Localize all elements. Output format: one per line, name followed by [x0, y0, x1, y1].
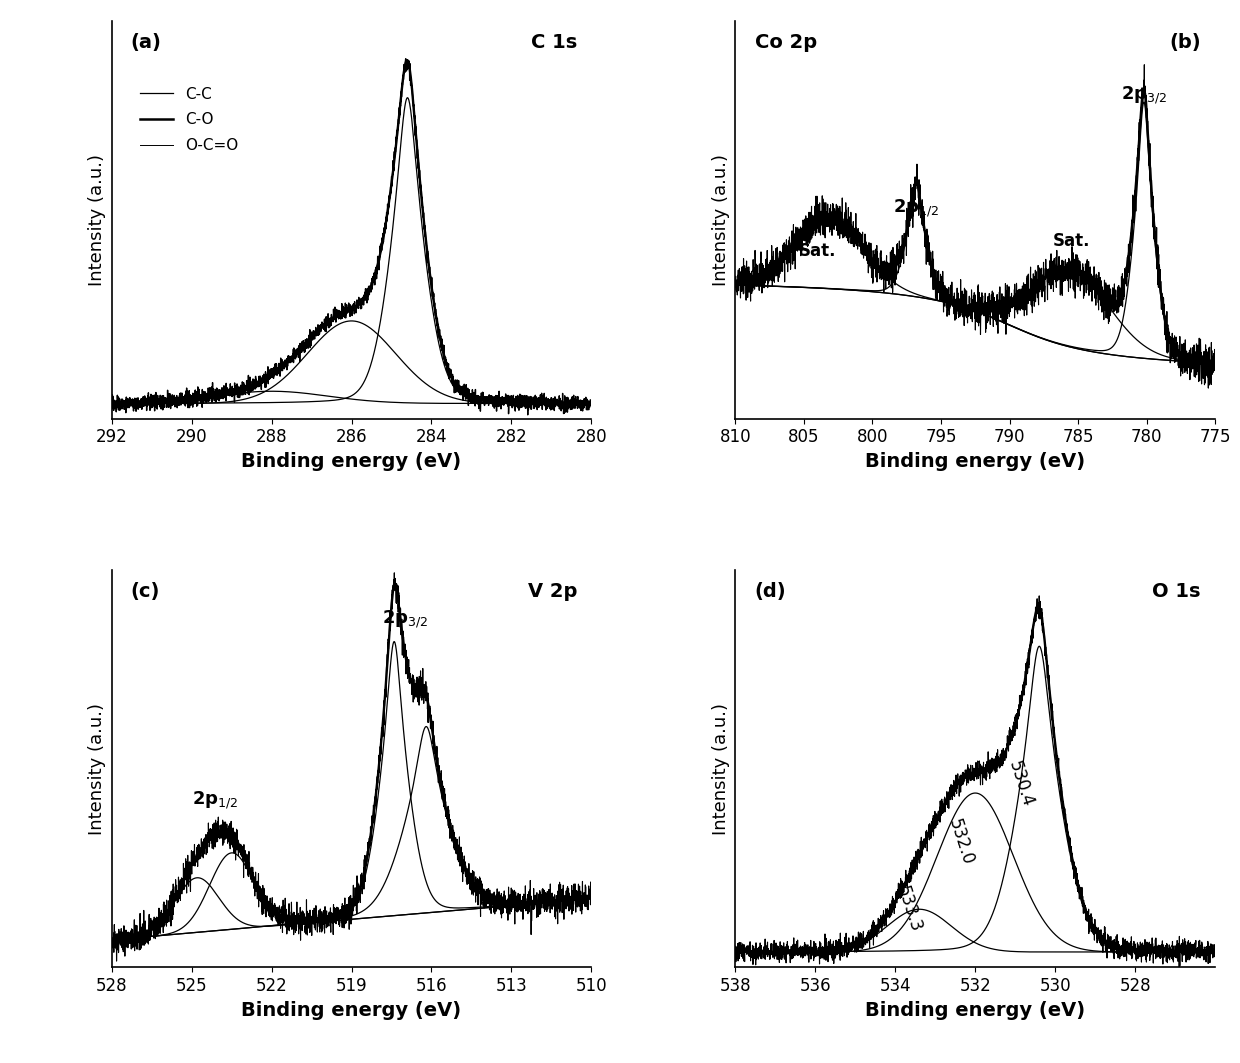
X-axis label: Binding energy (eV): Binding energy (eV) [242, 452, 461, 471]
Text: C 1s: C 1s [531, 33, 577, 52]
X-axis label: Binding energy (eV): Binding energy (eV) [866, 452, 1085, 471]
Y-axis label: Intensity (a.u.): Intensity (a.u.) [88, 154, 107, 286]
Legend: C-C, C-O, O-C=O: C-C, C-O, O-C=O [134, 81, 246, 159]
Text: 2p$_{3/2}$: 2p$_{3/2}$ [382, 608, 428, 630]
Text: 2p$_{1/2}$: 2p$_{1/2}$ [893, 197, 940, 219]
Text: (c): (c) [130, 581, 160, 601]
X-axis label: Binding energy (eV): Binding energy (eV) [242, 1000, 461, 1019]
Text: V 2p: V 2p [528, 581, 577, 601]
Y-axis label: Intensity (a.u.): Intensity (a.u.) [712, 703, 730, 834]
Text: Sat.: Sat. [1053, 232, 1090, 250]
Text: 533.3: 533.3 [893, 883, 925, 934]
X-axis label: Binding energy (eV): Binding energy (eV) [866, 1000, 1085, 1019]
Text: 530.4: 530.4 [1006, 759, 1037, 809]
Y-axis label: Intensity (a.u.): Intensity (a.u.) [88, 703, 107, 834]
Text: Sat.: Sat. [799, 241, 836, 259]
Text: 532.0: 532.0 [945, 816, 977, 867]
Text: (b): (b) [1169, 33, 1200, 52]
Text: O 1s: O 1s [1152, 581, 1200, 601]
Text: (d): (d) [755, 581, 786, 601]
Text: Co 2p: Co 2p [755, 33, 817, 52]
Y-axis label: Intensity (a.u.): Intensity (a.u.) [712, 154, 730, 286]
Text: 2p$_{1/2}$: 2p$_{1/2}$ [192, 790, 238, 811]
Text: (a): (a) [130, 33, 161, 52]
Text: 2p$_{3/2}$: 2p$_{3/2}$ [1121, 84, 1167, 106]
